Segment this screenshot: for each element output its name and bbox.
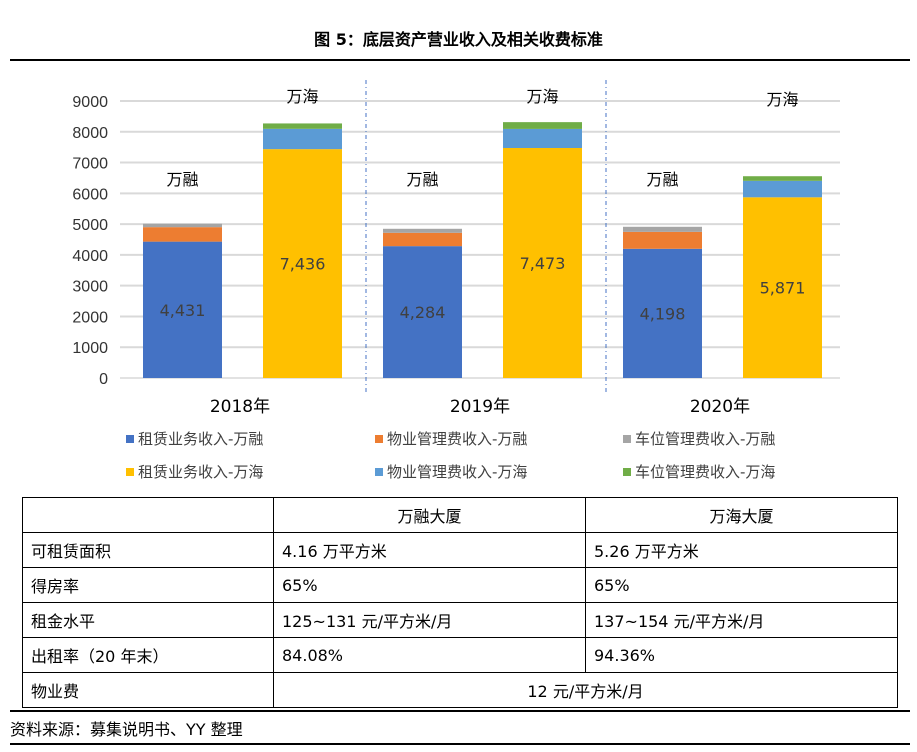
bar-segment [263, 128, 342, 150]
bar-segment [503, 128, 582, 148]
table-row: 得房率 65% 65% [22, 567, 898, 603]
bar-segment [503, 122, 582, 129]
bar-segment [383, 246, 462, 378]
legend-swatch [126, 468, 134, 476]
x-tick-label: 2020年 [690, 397, 750, 417]
row-label: 物业费 [22, 672, 274, 708]
legend-swatch [623, 468, 631, 476]
bar-segment [503, 147, 582, 378]
bar-segment [623, 226, 702, 232]
stacked-bar-chart: 0 1000 2000 3000 4000 5000 6000 7000 8000 9000 201… [72, 80, 840, 481]
data-label: 4,198 [640, 304, 686, 323]
header-cell: 万融大厦 [273, 497, 586, 533]
bar-segment [743, 197, 822, 378]
legend-label: 车位管理费收入-万融 [635, 430, 775, 448]
y-tick-label: 9000 [72, 94, 108, 111]
bar-annotation: 万海 [526, 87, 558, 106]
y-tick-label: 4000 [72, 248, 108, 265]
bar-segment [383, 232, 462, 247]
table-bottom-rule [10, 710, 910, 712]
cell: 94.36% [585, 637, 898, 673]
legend-swatch [623, 435, 631, 443]
legend-label: 租赁业务收入-万海 [138, 463, 263, 481]
legend-swatch [375, 435, 383, 443]
bar-annotation: 万融 [166, 170, 198, 189]
title-divider [10, 59, 910, 61]
data-label: 7,436 [280, 255, 326, 274]
bar-segment [143, 227, 222, 242]
bar-segment [623, 248, 702, 378]
y-tick-label: 7000 [72, 156, 108, 173]
legend-label: 物业管理费收入-万海 [387, 463, 527, 481]
table-row: 可租赁面积 4.16 万平方米 5.26 万平方米 [22, 532, 898, 568]
bar-segment [143, 241, 222, 378]
y-tick-label: 6000 [72, 186, 108, 203]
bar-segment [383, 228, 462, 233]
figure-title: 图 5：底层资产营业收入及相关收费标准 [314, 30, 603, 49]
legend-swatch [126, 435, 134, 443]
bottom-rule [10, 743, 910, 745]
bar-segment [743, 180, 822, 198]
row-label: 出租率（20 年末） [22, 637, 274, 673]
data-label: 4,284 [400, 303, 446, 322]
legend-label: 物业管理费收入-万融 [387, 430, 527, 448]
table-row: 出租率（20 年末） 84.08% 94.36% [22, 637, 898, 673]
y-tick-label: 1000 [72, 340, 108, 357]
row-label: 可租赁面积 [22, 532, 274, 568]
cell: 137~154 元/平方米/月 [585, 602, 898, 638]
bar-annotation: 万海 [766, 90, 798, 109]
y-tick-label: 8000 [72, 125, 108, 142]
y-tick-label: 5000 [72, 217, 108, 234]
bar-segment [263, 123, 342, 129]
cell: 4.16 万平方米 [273, 532, 586, 568]
data-label: 5,871 [760, 279, 806, 298]
cell: 84.08% [273, 637, 586, 673]
data-label: 7,473 [520, 254, 566, 273]
source-note: 资料来源：募集说明书、YY 整理 [10, 720, 243, 739]
table-row: 物业费 12 元/平方米/月 [22, 672, 898, 708]
row-label: 租金水平 [22, 602, 274, 638]
x-tick-label: 2019年 [450, 397, 510, 417]
legend-label: 车位管理费收入-万海 [635, 463, 775, 481]
table-header-row: 万融大厦 万海大厦 [22, 497, 898, 533]
bar-annotation: 万融 [406, 170, 438, 189]
y-tick-label: 3000 [72, 279, 108, 296]
cell: 5.26 万平方米 [585, 532, 898, 568]
bar-segment [143, 223, 222, 228]
cell: 65% [273, 567, 586, 603]
bar-segment [263, 149, 342, 378]
cell: 125~131 元/平方米/月 [273, 602, 586, 638]
bar-annotation: 万融 [646, 170, 678, 189]
y-tick-label: 2000 [72, 309, 108, 326]
header-cell [22, 497, 274, 533]
header-cell: 万海大厦 [585, 497, 898, 533]
y-tick-label: 0 [99, 371, 108, 388]
bar-segment [623, 231, 702, 249]
fee-table: 万融大厦 万海大厦 可租赁面积 4.16 万平方米 5.26 万平方米 得房率 … [22, 497, 898, 708]
merged-cell: 12 元/平方米/月 [273, 672, 898, 708]
row-label: 得房率 [22, 567, 274, 603]
data-label: 4,431 [160, 301, 206, 320]
bar-segment [743, 176, 822, 181]
legend-swatch [375, 468, 383, 476]
bar-annotation: 万海 [286, 87, 318, 106]
x-tick-label: 2018年 [210, 397, 270, 417]
cell: 65% [585, 567, 898, 603]
table-row: 租金水平 125~131 元/平方米/月 137~154 元/平方米/月 [22, 602, 898, 638]
legend-label: 租赁业务收入-万融 [138, 430, 263, 448]
